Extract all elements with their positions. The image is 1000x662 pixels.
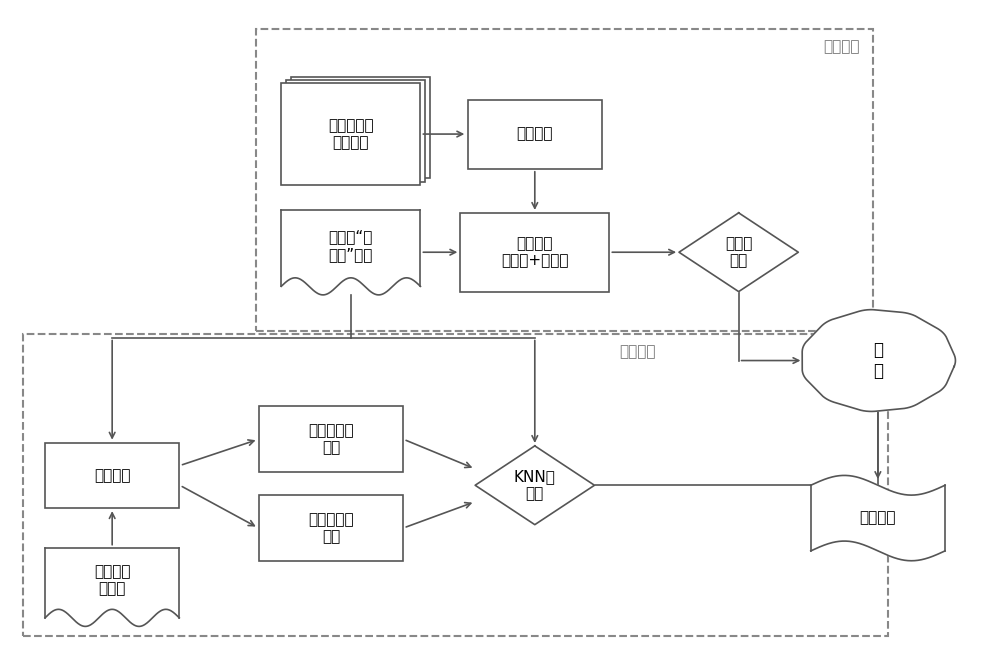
Text: 正负样本
模板库: 正负样本 模板库 xyxy=(94,564,130,596)
Bar xyxy=(23,334,888,636)
Polygon shape xyxy=(475,446,594,525)
Bar xyxy=(259,495,403,561)
Text: 离线训练: 离线训练 xyxy=(517,126,553,142)
Text: 动态更新正
样本: 动态更新正 样本 xyxy=(308,423,354,455)
Text: 融
合: 融 合 xyxy=(873,341,883,380)
Bar xyxy=(460,213,609,292)
Text: 模板匹配: 模板匹配 xyxy=(94,468,130,483)
Text: KNN分
类器: KNN分 类器 xyxy=(514,469,556,501)
Bar xyxy=(286,80,425,181)
Bar xyxy=(259,406,403,472)
Text: 在线学习: 在线学习 xyxy=(619,344,656,359)
Bar xyxy=(468,99,602,169)
Text: 新线路“小
数据”样本: 新线路“小 数据”样本 xyxy=(329,230,373,262)
Bar xyxy=(281,83,420,185)
Text: 历史线路大
数据样本: 历史线路大 数据样本 xyxy=(328,118,374,150)
Text: 提取特征
（人工+机器）: 提取特征 （人工+机器） xyxy=(501,236,569,268)
Bar xyxy=(291,77,430,178)
Polygon shape xyxy=(45,547,179,626)
Bar xyxy=(256,29,873,331)
Polygon shape xyxy=(679,213,798,292)
Text: 离线学习: 离线学习 xyxy=(823,39,860,54)
Bar xyxy=(45,443,179,508)
Text: 融合规则: 融合规则 xyxy=(860,510,896,526)
Text: 动态更新负
样本: 动态更新负 样本 xyxy=(308,512,354,544)
Text: 离线分
类器: 离线分 类器 xyxy=(725,236,752,268)
Polygon shape xyxy=(281,210,420,295)
Polygon shape xyxy=(802,310,955,411)
Polygon shape xyxy=(811,475,945,561)
